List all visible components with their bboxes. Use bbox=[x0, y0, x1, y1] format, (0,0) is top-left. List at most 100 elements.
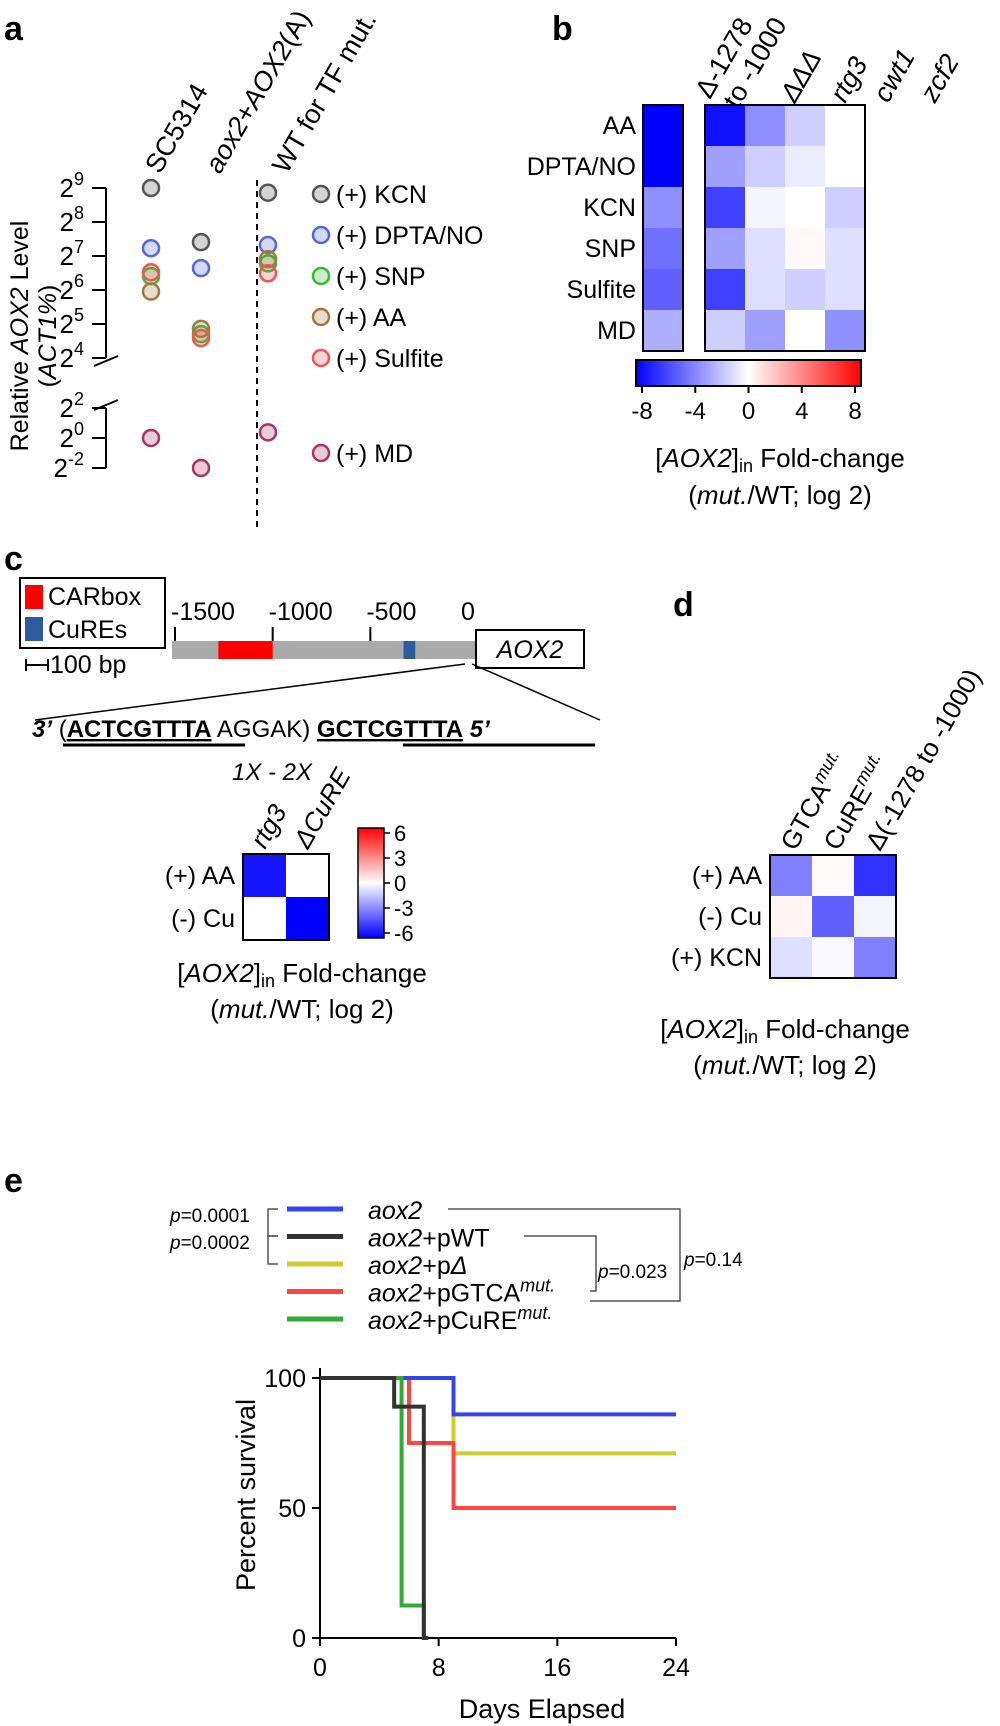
panel-c-heatmap-cell-0-1 bbox=[286, 854, 329, 897]
panel-e-curve-1 bbox=[320, 1376, 429, 1640]
panel-c-tick-label-2: -500 bbox=[366, 598, 416, 626]
panel-e-x-tick-label-0: 0 bbox=[313, 1654, 327, 1682]
panel-b-cell-0-2 bbox=[745, 105, 785, 146]
panel-e-legend-label-1: aox2+pWT bbox=[368, 1225, 490, 1253]
panel-a-point-0-1 bbox=[191, 232, 211, 252]
panel-a-point-3-0 bbox=[141, 282, 161, 301]
panel-b-cell-5-3 bbox=[785, 310, 825, 351]
panel-b-cell-1-1 bbox=[705, 146, 745, 187]
panel-b-cell-0-1 bbox=[705, 105, 745, 146]
panel-b-border-1 bbox=[642, 104, 684, 352]
panel-e-pvalue-1: p=0.0001 bbox=[169, 1206, 250, 1227]
panel-c-gene-box bbox=[475, 629, 585, 669]
panel-c-zoom-line-left bbox=[34, 663, 466, 721]
panel-e-x-tick-label-3: 24 bbox=[662, 1654, 690, 1682]
panel-b-row-label-5: MD bbox=[597, 317, 636, 345]
panel-b-cell-5-4 bbox=[825, 310, 865, 351]
panel-a-legend-marker-0 bbox=[311, 184, 331, 204]
panel-c-colorbar: 630-3-6 bbox=[357, 821, 414, 946]
panel-d-cell-2-0 bbox=[770, 937, 812, 978]
panel-b-cell-1-2 bbox=[745, 146, 785, 187]
panel-d-row-labels: (+) AA (-) Cu (+) KCN bbox=[671, 862, 762, 972]
panel-b-cell-4-2 bbox=[745, 269, 785, 310]
panel-b-cell-1-3 bbox=[785, 146, 825, 187]
panel-a-legend-marker-2 bbox=[311, 266, 331, 286]
panel-c-zoom-line-right bbox=[471, 663, 601, 721]
panel-c: c CARbox CuREs 100 bp -1500 -1000 -500 0 AO… bbox=[4, 540, 601, 1024]
panel-d-caption: [AOX2]in Fold-change bbox=[660, 1014, 910, 1047]
panel-e-bracket-3 bbox=[524, 1235, 597, 1292]
panel-c-tick-label-3: 0 bbox=[461, 598, 475, 626]
panel-b-cell-2-0 bbox=[643, 187, 683, 228]
panel-c-colorbar-label-3: -3 bbox=[394, 896, 414, 921]
panel-a-tick-label-upper-0: 29 bbox=[60, 169, 84, 203]
panel-a-tick-label-upper-5: 24 bbox=[60, 339, 84, 373]
panel-e-x-tick-label-1: 8 bbox=[432, 1654, 446, 1682]
panel-c-heatmap-cell-1-1 bbox=[286, 897, 329, 940]
panel-c-heatmap-row-label-0: (+) AA bbox=[165, 862, 235, 890]
panel-b-col-label-4: cwt1 bbox=[867, 44, 921, 107]
panel-c-caption-2: (mut./WT; log 2) bbox=[210, 994, 394, 1024]
panel-a-legend-marker-1 bbox=[311, 225, 331, 245]
panel-e-bracket-2 bbox=[267, 1235, 278, 1265]
panel-d-cell-2-2 bbox=[854, 937, 896, 978]
panel-b-cell-3-0 bbox=[643, 228, 683, 269]
panel-c-repeat-label: 1X - 2X bbox=[232, 759, 313, 786]
panel-e-pvalue-3: p=0.023 bbox=[597, 1262, 667, 1283]
panel-a-legend-marker-4 bbox=[311, 348, 331, 368]
panel-b-cell-3-2 bbox=[745, 228, 785, 269]
panel-a-y-axis-title: Relative AOX2 Level bbox=[6, 221, 34, 452]
panel-c-sequence: 3’ (ACTCGTTTA AGGAK) GCTCGTTTA 5’ bbox=[32, 716, 490, 743]
panel-a-tick-label-upper-2: 27 bbox=[60, 237, 84, 271]
panel-b-cell-3-4 bbox=[825, 228, 865, 269]
panel-b-cell-4-3 bbox=[785, 269, 825, 310]
panel-letter-d: d bbox=[673, 586, 694, 624]
panel-b-cell-2-1 bbox=[705, 187, 745, 228]
panel-b-colorbar-bar bbox=[635, 359, 862, 387]
panel-a-legend: (+) KCN (+) DPTA/NO (+) SNP (+) AA (+) Sulfi… bbox=[311, 181, 483, 468]
panel-c-tick-label-1: -1000 bbox=[269, 598, 333, 626]
panel-d-row-label-0: (+) AA bbox=[692, 862, 762, 890]
panel-a-tick-label-lower-1: 20 bbox=[60, 419, 84, 453]
panel-b-col-label-3: rtg3 bbox=[824, 52, 873, 107]
panel-d-row-label-2: (+) KCN bbox=[671, 944, 762, 972]
panel-b-row-label-0: AA bbox=[603, 112, 637, 140]
panel-d-cell-0-2 bbox=[854, 855, 896, 896]
panel-b-cell-4-1 bbox=[705, 269, 745, 310]
panel-b-col-label-2: ΔΔΔ bbox=[774, 45, 828, 108]
panel-e-legend-label-2: aox2+pΔ bbox=[368, 1252, 468, 1280]
panel-b-row-label-2: KCN bbox=[583, 194, 636, 222]
panel-a-tick-label-lower-2: 2-2 bbox=[54, 449, 84, 483]
panel-e-curve-0 bbox=[320, 1376, 676, 1417]
panel-b-colorbar-label-4: 8 bbox=[848, 398, 861, 425]
panel-a-point-4-1 bbox=[191, 328, 211, 348]
panel-a: a SC5314 aox2+AOX2(A) WT for TF mut. Rel… bbox=[4, 5, 483, 530]
panel-c-heatmap-border bbox=[242, 853, 330, 941]
panel-a-point-0-0 bbox=[141, 178, 161, 198]
panel-d-heatmap bbox=[769, 854, 897, 979]
panel-c-legend-box bbox=[19, 577, 166, 649]
panel-d-row-label-1: (-) Cu bbox=[698, 903, 762, 931]
panel-b-cell-5-0 bbox=[643, 310, 683, 351]
panel-a-legend-marker-3 bbox=[311, 307, 331, 327]
panel-a-point-4-2 bbox=[258, 264, 278, 283]
panel-c-heatmap-cell-1-0 bbox=[243, 897, 286, 940]
panel-b-cell-5-2 bbox=[745, 310, 785, 351]
panel-c-heatmap-cell-0-0 bbox=[243, 854, 286, 897]
panel-a-legend-label-3: (+) AA bbox=[336, 304, 406, 332]
panel-b-cell-1-4 bbox=[825, 146, 865, 187]
panel-c-legend-swatch-carbox bbox=[25, 585, 43, 609]
panel-a-axis-break-1 bbox=[93, 355, 119, 367]
panel-a-tick-label-upper-1: 28 bbox=[60, 203, 84, 237]
panel-c-colorbar-label-1: 3 bbox=[394, 846, 406, 871]
panel-c-heatmap bbox=[242, 853, 330, 941]
panel-e-legend-label-4: aox2+pCuREmut. bbox=[368, 1303, 552, 1335]
panel-e-legend-label-3: aox2+pGTCAmut. bbox=[368, 1276, 555, 1308]
panel-letter-c: c bbox=[4, 540, 23, 578]
panel-letter-e: e bbox=[4, 1162, 23, 1200]
panel-b-colorbar-label-2: 0 bbox=[742, 398, 755, 425]
panel-b-cell-0-0 bbox=[643, 105, 683, 146]
panel-b-cell-5-1 bbox=[705, 310, 745, 351]
